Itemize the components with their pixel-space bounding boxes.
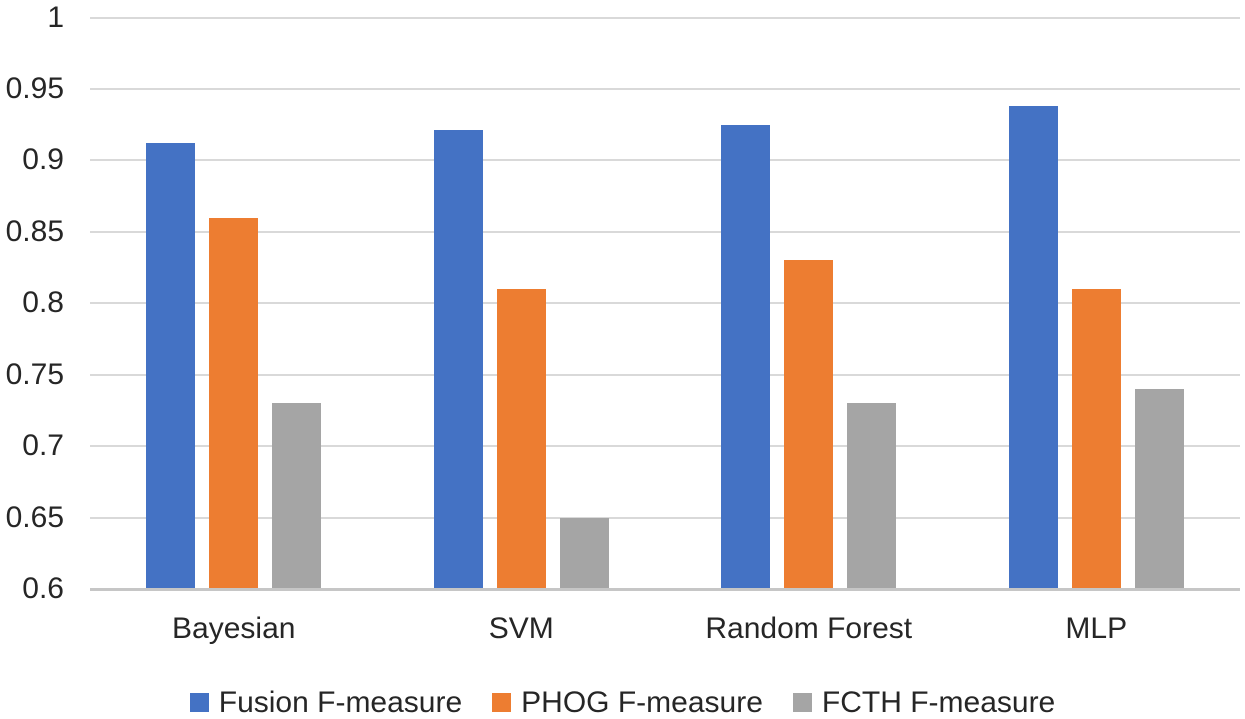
gridline: [90, 445, 1240, 448]
legend: Fusion F-measure PHOG F-measure FCTH F-mea…: [0, 686, 1245, 719]
gridline: [90, 516, 1240, 519]
legend-swatch-fusion-f-measure: [189, 693, 209, 712]
bar-phog-mlp: [1071, 288, 1121, 589]
x-category-label: Bayesian: [172, 612, 296, 645]
y-tick-label: 0.95: [5, 71, 64, 105]
gridline: [90, 87, 1240, 90]
gridline: [90, 230, 1240, 233]
y-tick-label: 0.7: [22, 429, 64, 463]
y-tick-label: 1: [47, 0, 64, 34]
x-category-label: Random Forest: [705, 612, 913, 645]
gridline: [90, 302, 1240, 305]
legend-label: Fusion F-measure: [218, 685, 463, 719]
legend-item-phog-f-measure: PHOG F-measure: [492, 686, 763, 719]
bar-fusion-mlp: [1008, 106, 1058, 589]
legend-item-fusion-f-measure: Fusion F-measure: [189, 685, 463, 719]
x-axis-line: [90, 588, 1240, 591]
x-category-label: MLP: [1065, 612, 1128, 645]
gridline: [90, 159, 1240, 162]
legend-swatch-phog-f-measure: [492, 693, 512, 712]
bar-fusion-bayesian: [146, 143, 196, 589]
bar-fusion-random-forest: [721, 124, 771, 589]
bar-fcth-bayesian: [272, 403, 322, 589]
y-tick-label: 0.65: [5, 500, 64, 534]
bar-fusion-svm: [433, 130, 483, 589]
x-category-label: SVM: [488, 612, 554, 645]
legend-label: PHOG F-measure: [521, 685, 763, 719]
bar-fcth-svm: [559, 517, 609, 589]
legend-label: FCTH F-measure: [821, 685, 1056, 719]
y-tick-label: 0.75: [5, 357, 64, 391]
gridline: [90, 373, 1240, 376]
bar-phog-svm: [496, 288, 546, 589]
bar-fcth-random-forest: [847, 403, 897, 589]
bar-fcth-mlp: [1134, 388, 1184, 589]
bar-phog-bayesian: [209, 217, 259, 589]
legend-item-fcth-f-measure: FCTH F-measure: [792, 685, 1056, 719]
bar-phog-random-forest: [784, 260, 834, 589]
y-tick-label: 0.6: [22, 572, 64, 605]
y-tick-label: 0.85: [5, 214, 64, 248]
legend-swatch-fcth-f-measure: [792, 693, 812, 712]
y-tick-label: 0.9: [22, 143, 64, 177]
gridline: [90, 16, 1240, 19]
y-tick-label: 0.8: [22, 286, 64, 320]
